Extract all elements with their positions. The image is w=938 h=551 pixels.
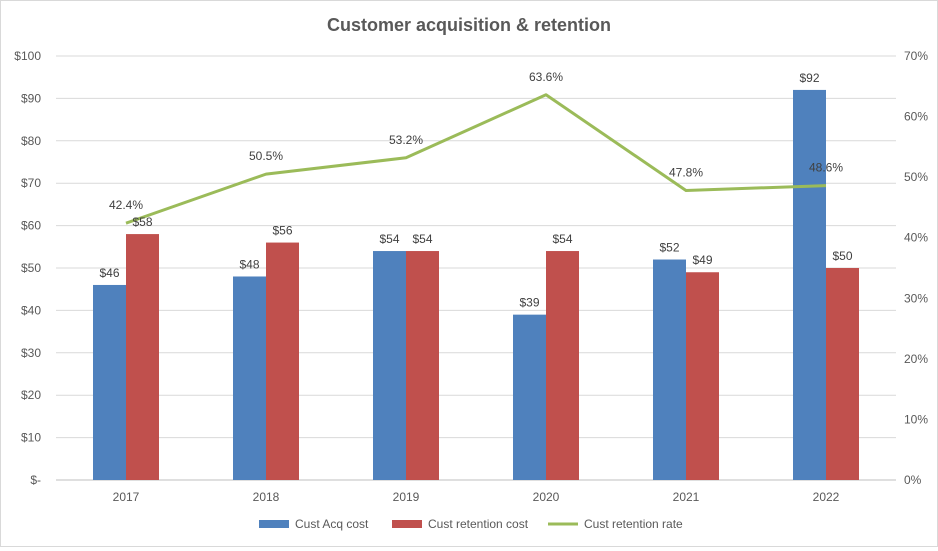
x-axis-tick-label: 2017 — [113, 490, 140, 504]
acq-cost-label: $39 — [519, 296, 539, 310]
retention-cost-label: $54 — [552, 232, 572, 246]
acq-cost-bar — [93, 284, 126, 480]
acq-cost-bar — [793, 89, 826, 481]
right-axis-ticks: 0% 10% 20% 30% 40% 50% 60% 70% — [904, 49, 928, 487]
acq-cost-bar — [653, 259, 686, 480]
right-axis-tick-label: 30% — [904, 291, 928, 305]
x-axis-tick-label: 2022 — [813, 490, 840, 504]
right-axis-tick-label: 50% — [904, 170, 928, 184]
retention-cost-label: $49 — [692, 253, 712, 267]
retention-rate-label: 47.8% — [669, 165, 703, 179]
retention-cost-bar — [266, 242, 299, 480]
right-axis-tick-label: 60% — [904, 110, 928, 124]
x-axis-ticks: 2017 2018 2019 2020 2021 2022 — [113, 490, 840, 504]
x-axis-tick-label: 2018 — [253, 490, 280, 504]
retention-rate-series — [125, 93, 827, 225]
acq-cost-label: $48 — [239, 257, 259, 271]
left-axis-tick-label: $100 — [14, 49, 41, 63]
acq-cost-bar — [513, 314, 546, 480]
x-axis-tick-label: 2021 — [673, 490, 700, 504]
legend-swatch — [259, 520, 289, 528]
acq-cost-bar — [373, 251, 406, 480]
retention-rate-line — [125, 93, 827, 225]
legend-label: Cust retention rate — [584, 517, 683, 531]
right-axis-tick-label: 0% — [904, 473, 922, 487]
left-axis-tick-label: $70 — [21, 176, 41, 190]
acq-cost-bar — [233, 276, 266, 480]
retention-cost-bar — [406, 251, 439, 480]
retention-cost-label: $56 — [272, 224, 292, 238]
right-axis-tick-label: 70% — [904, 49, 928, 63]
retention-cost-label: $54 — [412, 232, 432, 246]
acq-cost-label: $52 — [659, 241, 679, 255]
left-axis-tick-label: $20 — [21, 388, 41, 402]
right-axis-tick-label: 20% — [904, 352, 928, 366]
x-axis-tick-label: 2019 — [393, 490, 420, 504]
gridlines — [56, 55, 896, 481]
acq-cost-label: $92 — [799, 71, 819, 85]
chart-title: Customer acquisition & retention — [327, 15, 611, 35]
left-axis-tick-label: $50 — [21, 261, 41, 275]
right-axis-tick-label: 40% — [904, 231, 928, 245]
left-axis-tick-label: $60 — [21, 219, 41, 233]
retention-cost-bar — [826, 268, 859, 480]
bars — [93, 89, 859, 481]
data-labels: $46 $48 $54 $39 $52 $92 $58 $56 $54 $54 $49 $50 42.4… — [99, 70, 852, 310]
left-axis-tick-label: $40 — [21, 303, 41, 317]
retention-rate-label: 48.6% — [809, 161, 843, 175]
retention-cost-label: $50 — [832, 249, 852, 263]
retention-rate-label: 53.2% — [389, 133, 423, 147]
left-axis-tick-label: $90 — [21, 91, 41, 105]
retention-cost-bar — [686, 272, 719, 480]
right-axis-tick-label: 10% — [904, 412, 928, 426]
left-axis-ticks: $- $10 $20 $30 $40 $50 $60 $70 $80 $90 $100 — [14, 49, 41, 487]
left-axis-tick-label: $- — [30, 473, 41, 487]
legend-swatch — [392, 520, 422, 528]
retention-rate-label: 50.5% — [249, 149, 283, 163]
retention-rate-label: 42.4% — [109, 198, 143, 212]
retention-cost-bar — [126, 234, 159, 480]
legend: Cust Acq cost Cust retention cost Cust ret… — [259, 517, 683, 531]
legend-label: Cust retention cost — [428, 517, 529, 531]
left-axis-tick-label: $10 — [21, 431, 41, 445]
retention-rate-label: 63.6% — [529, 70, 563, 84]
retention-cost-bar — [546, 251, 579, 480]
left-axis-tick-label: $80 — [21, 134, 41, 148]
acq-cost-label: $46 — [99, 266, 119, 280]
acq-cost-label: $54 — [379, 232, 399, 246]
left-axis-tick-label: $30 — [21, 346, 41, 360]
retention-cost-label: $58 — [132, 215, 152, 229]
legend-label: Cust Acq cost — [295, 517, 369, 531]
x-axis-tick-label: 2020 — [533, 490, 560, 504]
